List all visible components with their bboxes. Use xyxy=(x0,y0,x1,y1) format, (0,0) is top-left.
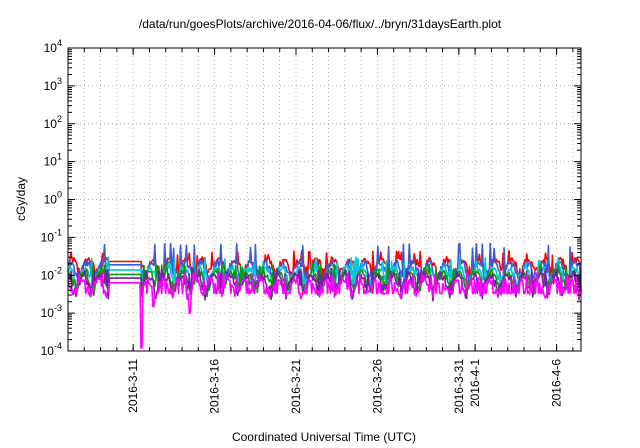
y-tick-label: 10-4 xyxy=(41,341,62,358)
y-tick-exponent: 2 xyxy=(57,114,62,124)
x-tick-label: 2016-3-26 xyxy=(370,359,384,414)
y-tick-exponent: -1 xyxy=(54,227,62,237)
series-line-5 xyxy=(67,267,582,302)
y-tick-exponent: 4 xyxy=(57,38,62,48)
x-tick-label: 2016-4-1 xyxy=(468,359,482,407)
series-layer xyxy=(67,242,582,349)
series-line-6 xyxy=(67,271,582,349)
y-tick-label: 104 xyxy=(44,38,62,55)
chart-title: /data/run/goesPlots/archive/2016-04-06/f… xyxy=(139,17,502,31)
y-tick-exponent: 3 xyxy=(57,76,62,86)
y-tick-label: 10-1 xyxy=(41,227,62,244)
x-tick-label: 2016-3-21 xyxy=(289,359,303,414)
x-tick-label: 2016-3-31 xyxy=(452,359,466,414)
y-tick-base: 10 xyxy=(44,193,58,207)
y-tick-exponent: -4 xyxy=(54,341,62,351)
x-tick-label: 2016-3-16 xyxy=(208,359,222,414)
y-tick-base: 10 xyxy=(44,79,58,93)
y-tick-label: 102 xyxy=(44,114,62,131)
y-tick-base: 10 xyxy=(41,230,55,244)
x-axis-ticks: 2016-3-11 2016-3-16 2016-3-21 2016-3-26 2016… xyxy=(83,48,574,414)
y-tick-label: 101 xyxy=(44,152,62,169)
y-tick-base: 10 xyxy=(41,268,55,282)
x-tick-label: 2016-3-11 xyxy=(126,359,140,413)
x-axis-label: Coordinated Universal Time (UTC) xyxy=(232,430,416,444)
y-tick-label: 103 xyxy=(44,76,62,93)
y-tick-exponent: -2 xyxy=(54,265,62,275)
series-line-2 xyxy=(67,242,582,289)
y-tick-base: 10 xyxy=(44,41,58,55)
y-tick-exponent: -3 xyxy=(54,303,62,313)
y-tick-exponent: 1 xyxy=(57,152,62,162)
y-tick-label: 10-2 xyxy=(41,265,62,282)
y-tick-base: 10 xyxy=(44,155,58,169)
y-tick-label: 10-3 xyxy=(41,303,62,320)
y-tick-label: 100 xyxy=(44,190,62,207)
x-tick-label: 2016-4-6 xyxy=(550,359,564,407)
y-tick-exponent: 0 xyxy=(57,190,62,200)
y-tick-base: 10 xyxy=(44,117,58,131)
y-axis-label: cGy/day xyxy=(14,177,28,221)
y-tick-base: 10 xyxy=(41,344,55,358)
y-tick-base: 10 xyxy=(41,306,55,320)
grid xyxy=(68,48,581,351)
